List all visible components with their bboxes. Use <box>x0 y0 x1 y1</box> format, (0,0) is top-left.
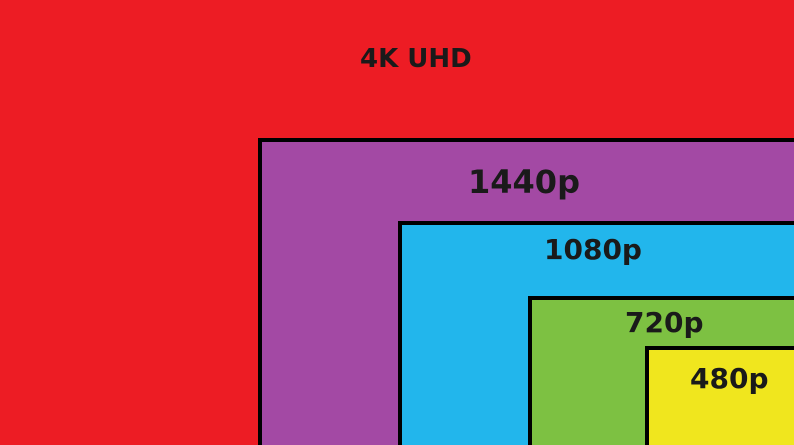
label-1080p: 1080p <box>544 233 642 266</box>
label-480p: 480p <box>690 362 769 395</box>
label-1440p: 1440p <box>468 163 580 201</box>
box-480p <box>645 346 794 445</box>
label-4k-uhd: 4K UHD <box>360 44 472 74</box>
label-720p: 720p <box>625 306 704 339</box>
